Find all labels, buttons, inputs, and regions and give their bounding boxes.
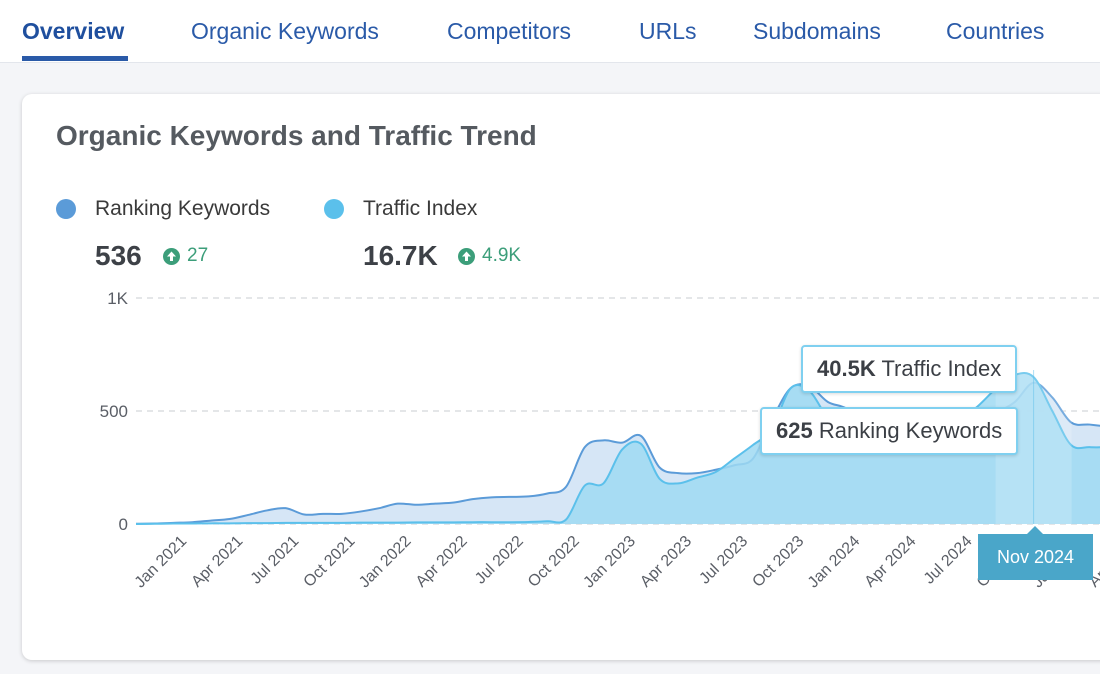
x-tick-label: Jul 2023	[696, 533, 751, 588]
x-tick-label: Jul 2021	[248, 533, 303, 588]
x-tick-label: Jan 2023	[580, 533, 639, 592]
x-tick-label: Oct 2021	[301, 533, 359, 591]
x-tick-label: Oct 2023	[749, 533, 807, 591]
tooltip-keywords-value: 625	[776, 418, 813, 443]
tab-organic-keywords[interactable]: Organic Keywords	[191, 18, 379, 44]
tab-countries[interactable]: Countries	[946, 18, 1045, 44]
active-tab-indicator	[22, 56, 128, 61]
tooltip-traffic-value: 40.5K	[817, 356, 876, 381]
arrow-up-icon	[458, 247, 475, 265]
ranking-keywords-legend-label[interactable]: Ranking Keywords	[95, 197, 271, 220]
x-tick-label: Apr 2023	[637, 533, 695, 591]
x-tick-label: Apr 2022	[413, 533, 471, 591]
x-tick-label: Jan 2021	[132, 533, 191, 592]
hover-date-badge: Nov 2024	[978, 534, 1093, 580]
tab-bar: Overview Organic Keywords Competitors UR…	[0, 0, 1100, 63]
traffic-index-legend-dot[interactable]	[324, 199, 344, 219]
x-tick-label: Oct 2022	[525, 533, 583, 591]
x-tick-label: Jan 2022	[356, 533, 415, 592]
tooltip-traffic-label: Traffic Index	[881, 356, 1002, 381]
traffic-index-delta: 4.9K	[458, 245, 521, 267]
traffic-index-area	[136, 373, 1100, 524]
tab-subdomains[interactable]: Subdomains	[753, 18, 881, 44]
x-tick-label: Apr 2024	[862, 533, 920, 591]
y-tick-label: 500	[100, 402, 128, 421]
x-tick-label: Apr 2021	[188, 533, 246, 591]
card-title: Organic Keywords and Traffic Trend	[56, 120, 537, 151]
x-tick-label: Jul 2022	[472, 533, 527, 588]
traffic-index-delta-value: 4.9K	[482, 245, 522, 266]
traffic-index-tooltip: 40.5K Traffic Index	[801, 345, 1018, 393]
tooltip-keywords-label: Ranking Keywords	[818, 418, 1003, 443]
x-tick-label: Jul 2024	[921, 533, 976, 588]
arrow-up-icon	[163, 247, 180, 265]
y-tick-label: 0	[119, 515, 128, 534]
y-tick-label: 1K	[107, 289, 128, 308]
ranking-keywords-value: 536	[95, 240, 142, 271]
tab-urls[interactable]: URLs	[639, 18, 697, 44]
ranking-keywords-delta-value: 27	[187, 245, 209, 266]
ranking-keywords-delta: 27	[163, 245, 208, 267]
ranking-keywords-tooltip: 625 Ranking Keywords	[760, 407, 1019, 455]
ranking-keywords-legend-dot[interactable]	[56, 199, 76, 219]
tab-overview[interactable]: Overview	[22, 18, 125, 44]
traffic-index-legend-label[interactable]: Traffic Index	[363, 197, 478, 220]
date-badge-pointer	[1027, 526, 1043, 534]
x-tick-label: Jan 2024	[805, 533, 864, 592]
traffic-index-value: 16.7K	[363, 240, 438, 271]
tab-competitors[interactable]: Competitors	[447, 18, 571, 44]
